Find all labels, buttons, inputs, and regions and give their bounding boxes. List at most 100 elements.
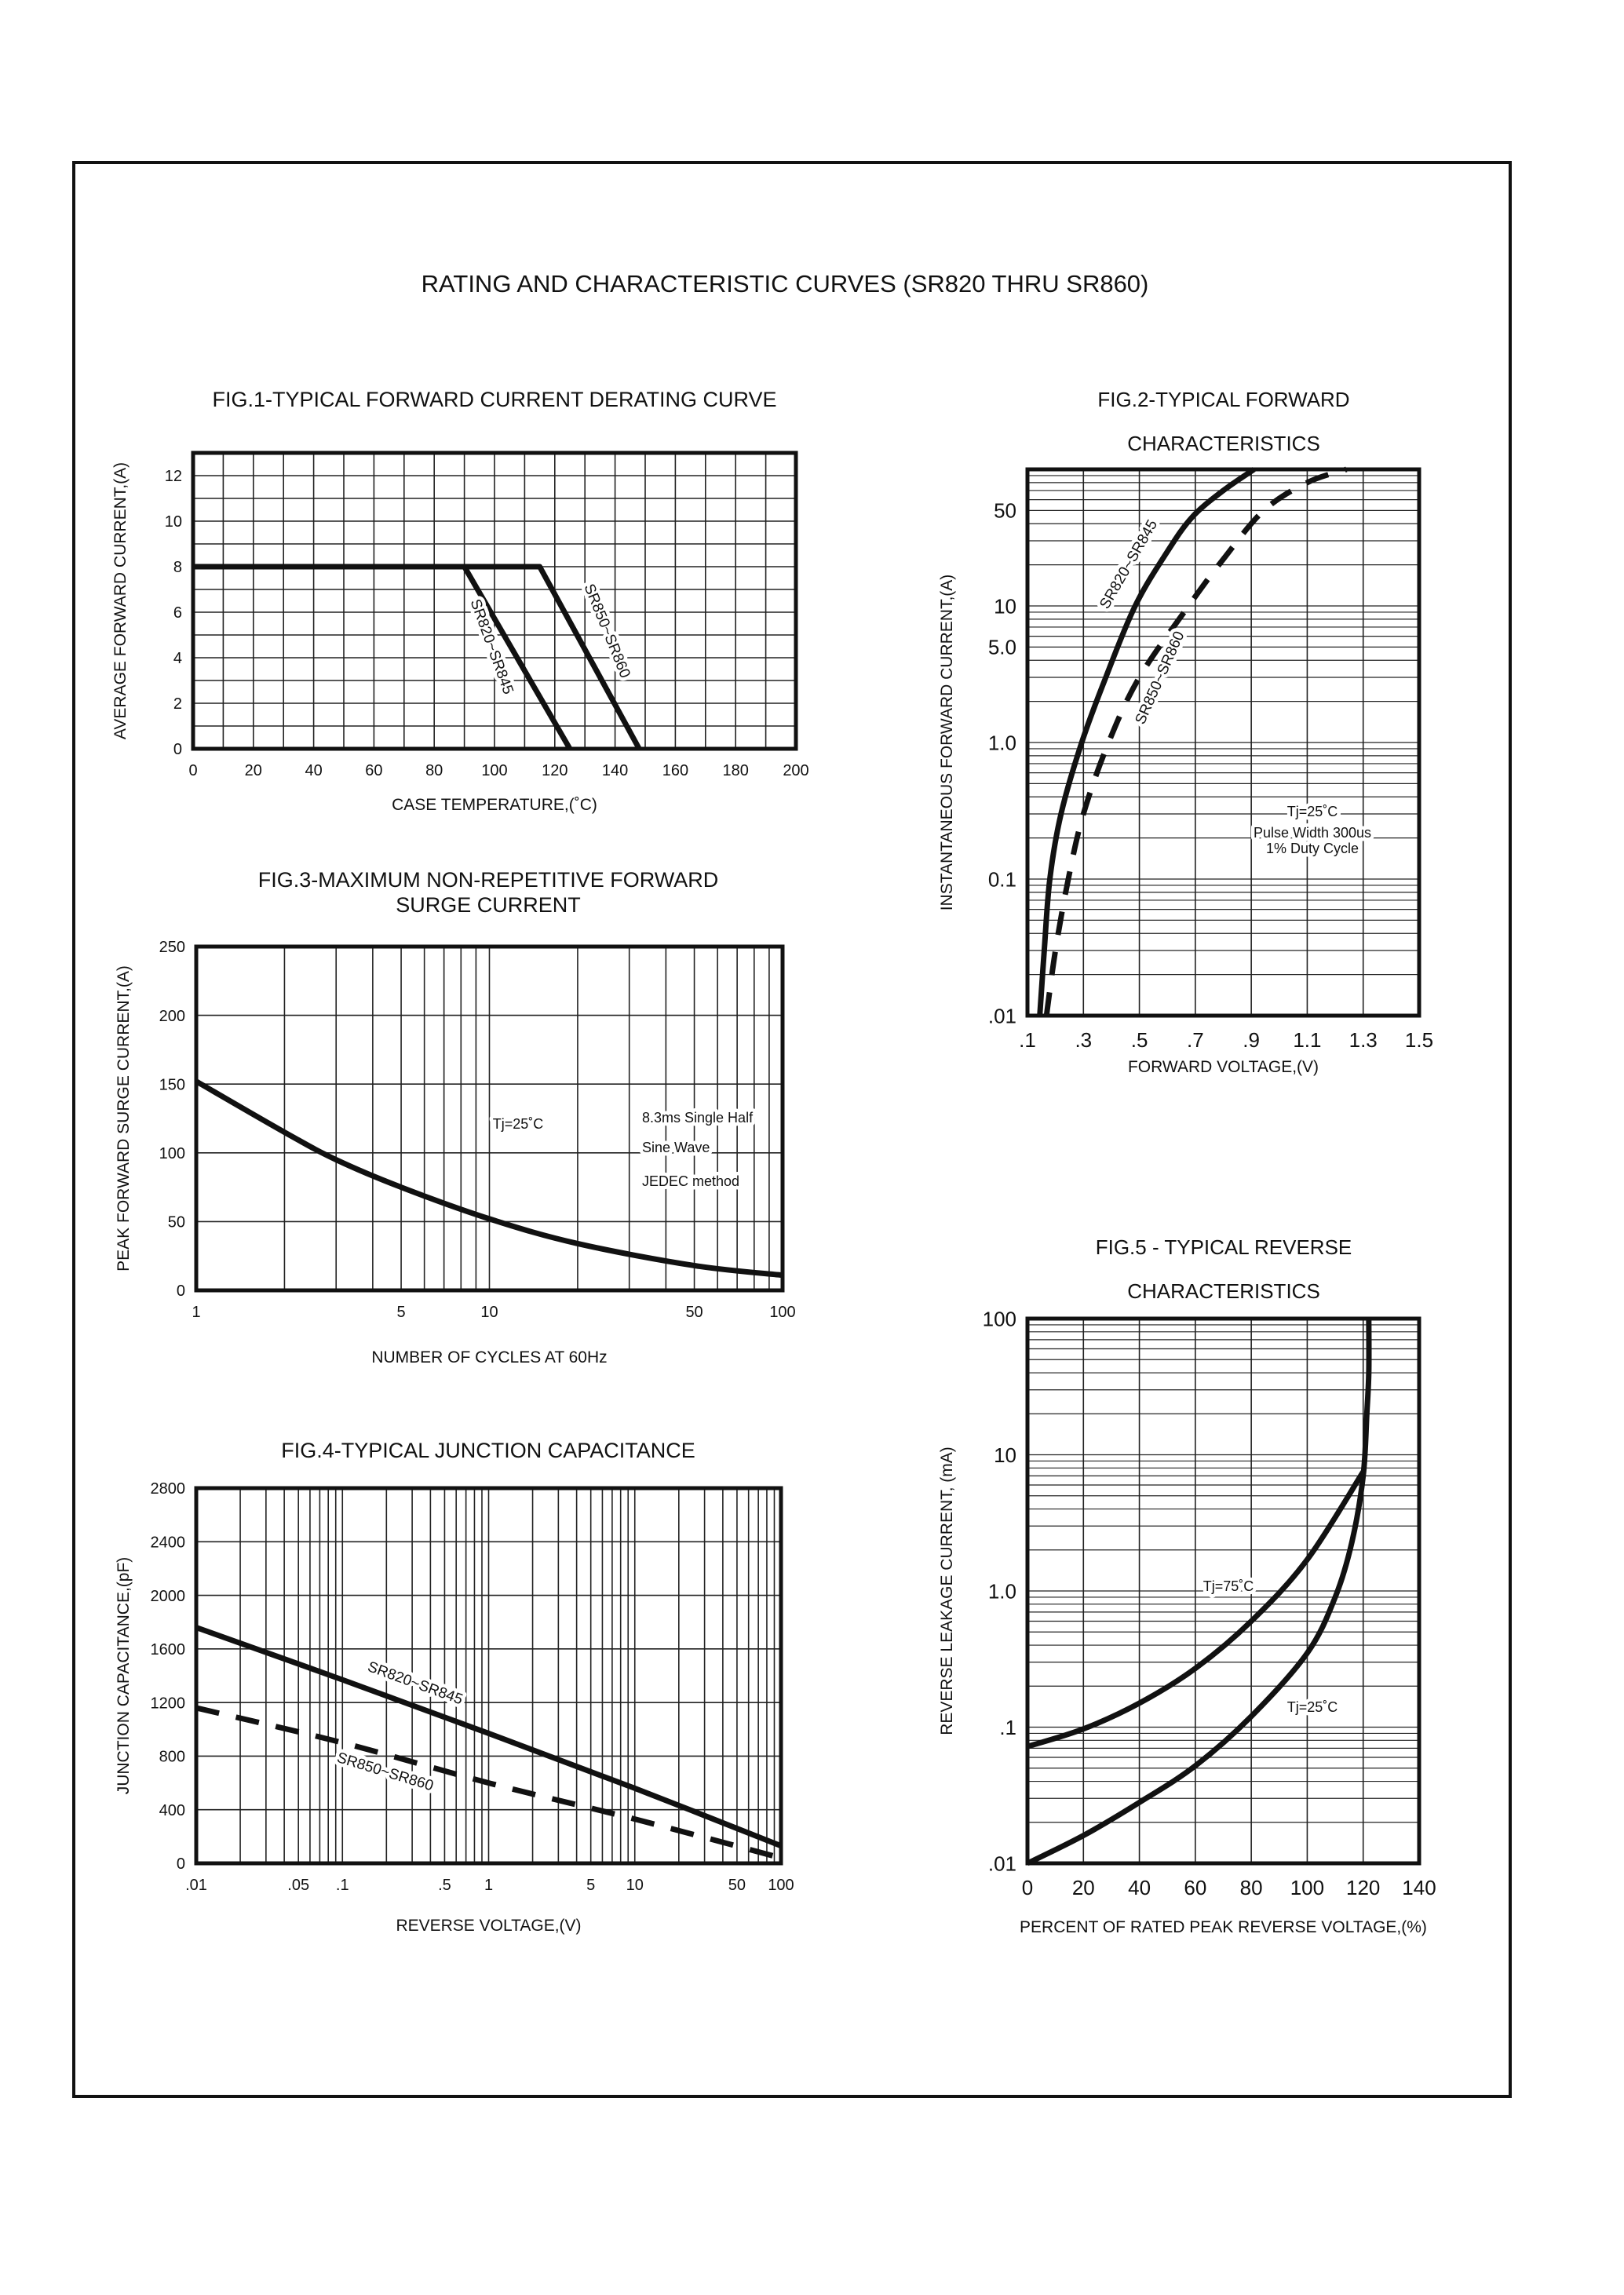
fig1-series-label: SR850~SR860 <box>581 582 633 680</box>
fig1-x-tick-label: 140 <box>602 762 628 779</box>
fig3-y-tick-label: 200 <box>159 1008 185 1025</box>
fig1-x-tick-label: 40 <box>305 762 322 779</box>
fig2-title: FIG.2-TYPICAL FORWARD <box>1097 388 1349 411</box>
fig1-y-tick-label: 4 <box>173 650 182 667</box>
fig4-title: FIG.4-TYPICAL JUNCTION CAPACITANCE <box>281 1439 695 1462</box>
fig5-x-tick-label: 0 <box>1022 1876 1033 1899</box>
fig4-x-tick-label: 1 <box>484 1877 493 1894</box>
fig4-y-tick-label: 2400 <box>151 1534 186 1551</box>
fig5-plot-frame <box>1025 1316 1421 1866</box>
fig4-x-tick-label: 100 <box>768 1877 794 1894</box>
fig4-x-tick-label: 5 <box>586 1877 595 1894</box>
fig1-y-tick-label: 8 <box>173 559 182 576</box>
fig4-series-label: SR820~SR845 <box>365 1658 465 1708</box>
fig3-y-tick-label: 150 <box>159 1076 185 1093</box>
fig2-x-axis-label: FORWARD VOLTAGE,(V) <box>1128 1058 1319 1076</box>
fig4-plot-frame <box>194 1486 783 1866</box>
fig4-x-tick-label: .5 <box>438 1877 451 1894</box>
fig1-x-axis-label: CASE TEMPERATURE,(˚C) <box>392 796 597 814</box>
fig5-chart: FIG.5 - TYPICAL REVERSE CHARACTERISTICS 0 2… <box>938 1235 1436 1936</box>
fig2-gridlines <box>1027 469 1419 1016</box>
fig5-x-tick-label: 140 <box>1402 1876 1436 1899</box>
fig4-x-tick-label: .05 <box>287 1877 309 1894</box>
fig5-y-axis-label: REVERSE LEAKAGE CURRENT, (mA) <box>938 1447 956 1735</box>
fig4-y-tick-label: 1200 <box>151 1695 186 1712</box>
fig5-series-label: Tj=75˚C <box>1203 1578 1254 1594</box>
fig2-chart: FIG.2-TYPICAL FORWARD CHARACTERISTICS .1 .3… <box>938 388 1433 1076</box>
fig1-x-tick-label: 20 <box>245 762 262 779</box>
fig4-y-tick-label: 0 <box>177 1855 185 1873</box>
fig5-y-tick-label: 1.0 <box>988 1579 1016 1603</box>
fig3-annotation: 8.3ms Single Half <box>642 1110 754 1126</box>
fig1-y-tick-label: 2 <box>173 695 182 713</box>
fig3-x-axis-label: NUMBER OF CYCLES AT 60Hz <box>371 1348 607 1366</box>
fig1-x-tick-label: 0 <box>188 762 197 779</box>
fig4-gridlines <box>196 1488 781 1863</box>
fig3-annotation: Sine Wave <box>642 1140 710 1155</box>
fig2-x-tick-label: .5 <box>1131 1028 1148 1052</box>
fig3-title: SURGE CURRENT <box>396 893 581 917</box>
page-title: RATING AND CHARACTERISTIC CURVES (SR820 … <box>422 270 1149 297</box>
fig5-y-tick-label: 100 <box>983 1307 1016 1330</box>
fig2-y-tick-label: .01 <box>988 1004 1016 1027</box>
fig1-x-tick-label: 120 <box>542 762 567 779</box>
fig1-y-tick-label: 6 <box>173 604 182 622</box>
fig4-x-tick-label: .1 <box>336 1877 349 1894</box>
fig3-chart: FIG.3-MAXIMUM NON-REPETITIVE FORWARDSURG… <box>115 868 796 1366</box>
fig2-x-tick-label: .1 <box>1019 1028 1036 1052</box>
fig1-gridlines <box>193 453 796 749</box>
fig1-y-axis-label: AVERAGE FORWARD CURRENT,(A) <box>111 462 130 739</box>
fig1-title: FIG.1-TYPICAL FORWARD CURRENT DERATING C… <box>212 388 776 411</box>
fig2-x-tick-label: 1.3 <box>1349 1028 1378 1052</box>
fig4-y-axis-label: JUNCTION CAPACITANCE,(pF) <box>115 1557 133 1795</box>
fig4-y-tick-label: 2800 <box>151 1480 186 1498</box>
fig2-series-label: SR850~SR860 <box>1132 629 1188 727</box>
fig2-y-tick-label: 10 <box>994 594 1016 618</box>
fig1-x-tick-label: 80 <box>425 762 443 779</box>
fig1-plot-frame <box>191 451 798 751</box>
fig3-y-tick-label: 0 <box>177 1282 185 1300</box>
fig1-y-tick-label: 10 <box>165 513 182 531</box>
fig2-y-tick-label: 5.0 <box>988 636 1016 659</box>
fig3-y-tick-label: 250 <box>159 939 185 956</box>
fig5-y-tick-label: 10 <box>994 1443 1016 1467</box>
fig1-x-tick-label: 100 <box>481 762 507 779</box>
fig1-x-tick-label: 160 <box>662 762 688 779</box>
fig2-y-tick-label: 0.1 <box>988 867 1016 891</box>
fig3-plot-frame <box>194 944 785 1293</box>
fig3-annotation: JEDEC method <box>642 1173 739 1189</box>
fig2-x-tick-label: .7 <box>1187 1028 1204 1052</box>
fig4-chart: FIG.4-TYPICAL JUNCTION CAPACITANCE .01 .05… <box>115 1439 794 1935</box>
fig5-x-tick-label: 100 <box>1290 1876 1324 1899</box>
fig2-annotation: Tj=25˚C <box>1287 804 1338 819</box>
fig3-series-1-line <box>195 1078 783 1279</box>
fig3-title: FIG.3-MAXIMUM NON-REPETITIVE FORWARD <box>258 868 719 892</box>
fig2-x-tick-label: .9 <box>1243 1028 1260 1052</box>
fig1-y-tick-label: 12 <box>165 468 182 485</box>
fig1-series-2-line <box>193 564 642 750</box>
fig3-x-tick-label: 5 <box>397 1304 406 1321</box>
fig5-x-tick-label: 120 <box>1346 1876 1380 1899</box>
fig3-x-tick-label: 10 <box>480 1304 498 1321</box>
fig4-series-2-line <box>195 1705 782 1861</box>
fig3-annotation: Tj=25˚C <box>493 1116 544 1132</box>
page-border <box>72 161 1512 2098</box>
fig5-x-tick-label: 80 <box>1240 1876 1263 1899</box>
fig1-x-tick-label: 180 <box>723 762 749 779</box>
fig3-y-tick-label: 100 <box>159 1145 185 1162</box>
fig5-x-tick-label: 40 <box>1128 1876 1151 1899</box>
fig5-series-label: Tj=25˚C <box>1287 1699 1338 1715</box>
fig2-y-tick-label: 1.0 <box>988 731 1016 754</box>
fig2-y-axis-label: INSTANTANEOUS FORWARD CURRENT,(A) <box>938 575 956 911</box>
fig4-series-1-line <box>195 1625 783 1849</box>
fig5-x-tick-label: 60 <box>1184 1876 1206 1899</box>
fig3-y-tick-label: 50 <box>168 1214 185 1231</box>
fig5-title: FIG.5 - TYPICAL REVERSE <box>1096 1235 1352 1259</box>
fig4-y-tick-label: 400 <box>159 1802 185 1819</box>
fig1-x-tick-label: 60 <box>365 762 382 779</box>
fig4-y-tick-label: 2000 <box>151 1588 186 1605</box>
fig2-x-tick-label: .3 <box>1075 1028 1092 1052</box>
fig5-series-2-line <box>1026 1318 1372 1866</box>
fig3-x-tick-label: 1 <box>192 1304 200 1321</box>
fig4-x-tick-label: .01 <box>185 1877 207 1894</box>
